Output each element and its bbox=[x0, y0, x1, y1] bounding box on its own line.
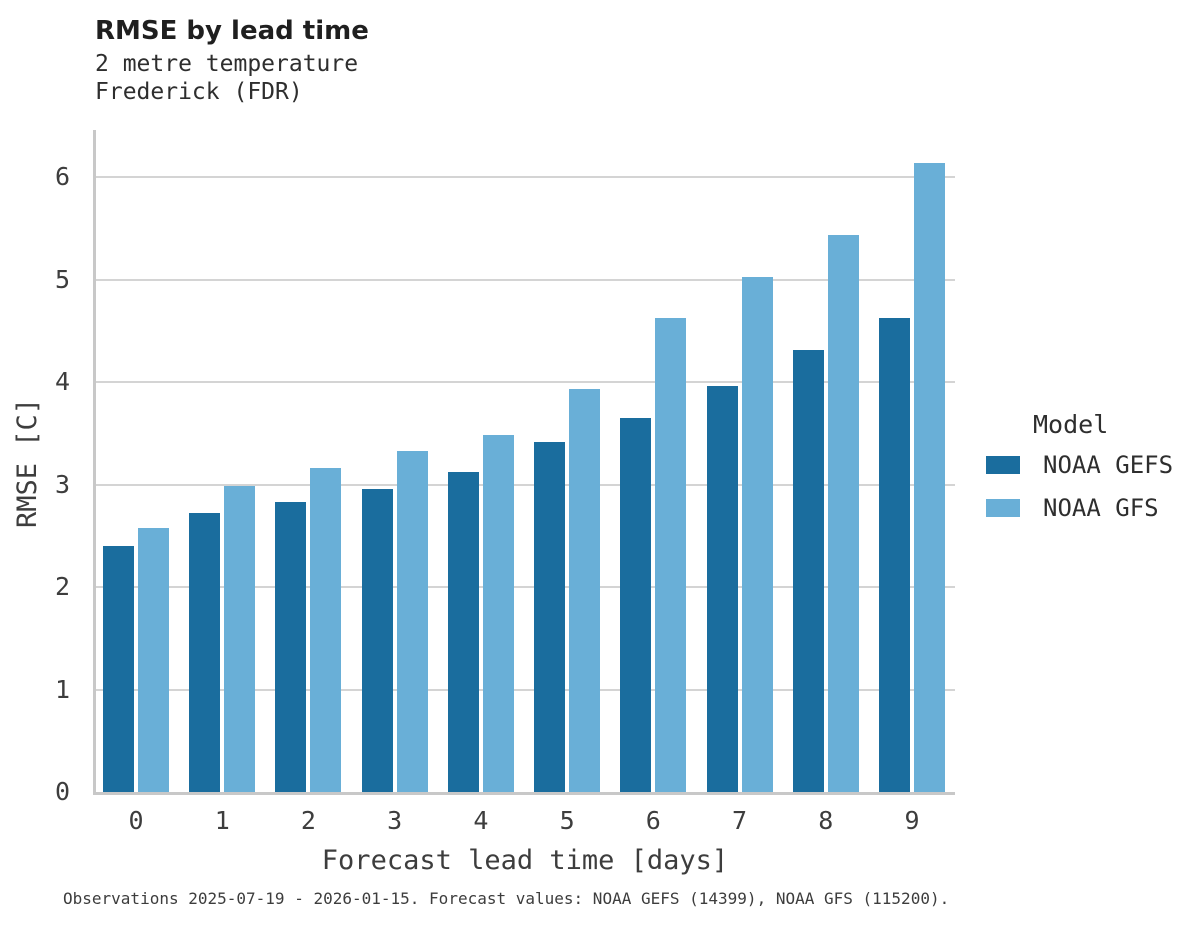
legend-label-noaa-gfs: NOAA GFS bbox=[1043, 494, 1159, 522]
bar-noaa-gefs bbox=[534, 442, 566, 792]
x-tick-label: 3 bbox=[387, 806, 403, 835]
y-gridline bbox=[95, 278, 955, 281]
chart-subtitle-variable: 2 metre temperature bbox=[95, 51, 359, 77]
y-tick-label: 3 bbox=[54, 469, 70, 499]
y-axis-line bbox=[93, 130, 96, 795]
y-gridline bbox=[95, 176, 955, 178]
x-tick-label: 2 bbox=[300, 806, 316, 835]
bar-noaa-gfs bbox=[482, 435, 514, 792]
y-tick-label: 0 bbox=[54, 777, 70, 806]
bar-noaa-gefs bbox=[620, 417, 652, 792]
x-tick-label: 9 bbox=[904, 806, 920, 835]
bar-noaa-gefs bbox=[706, 386, 738, 792]
bar-noaa-gfs bbox=[138, 527, 169, 792]
bar-noaa-gefs bbox=[878, 318, 910, 792]
bar-noaa-gfs bbox=[224, 485, 256, 792]
bar-noaa-gefs bbox=[447, 472, 479, 792]
legend-item-noaa-gefs: NOAA GEFS bbox=[986, 451, 1191, 479]
y-tick-label: 2 bbox=[54, 572, 70, 601]
bar-noaa-gefs bbox=[189, 513, 221, 792]
y-tick-label: 5 bbox=[54, 264, 70, 294]
x-tick-label: 6 bbox=[645, 806, 661, 835]
bar-noaa-gfs bbox=[310, 468, 342, 792]
legend-label-noaa-gefs: NOAA GEFS bbox=[1043, 451, 1174, 479]
bar-noaa-gfs bbox=[396, 450, 428, 792]
x-tick-label: 5 bbox=[559, 806, 575, 835]
legend-title: Model bbox=[1033, 410, 1109, 439]
legend-swatch-noaa-gefs bbox=[986, 456, 1020, 474]
footer-caption: Observations 2025-07-19 - 2026-01-15. Fo… bbox=[63, 889, 950, 908]
bar-noaa-gefs bbox=[792, 350, 824, 792]
x-axis-line bbox=[93, 792, 955, 795]
x-tick-label: 1 bbox=[214, 806, 230, 835]
bar-noaa-gefs bbox=[103, 546, 134, 792]
x-tick-label: 8 bbox=[818, 806, 834, 835]
y-gridline bbox=[95, 483, 955, 486]
y-tick-label: 6 bbox=[54, 162, 70, 191]
y-gridline bbox=[95, 688, 955, 691]
legend-item-noaa-gfs: NOAA GFS bbox=[986, 494, 1191, 522]
bar-noaa-gfs bbox=[569, 389, 601, 792]
bar-noaa-gfs bbox=[655, 318, 687, 792]
legend-swatch-noaa-gfs bbox=[986, 499, 1020, 517]
bar-noaa-gefs bbox=[275, 501, 307, 792]
chart-subtitle-station: Frederick (FDR) bbox=[95, 79, 303, 105]
x-axis-title: Forecast lead time [days] bbox=[321, 845, 729, 876]
y-tick-label: 1 bbox=[54, 674, 70, 704]
x-tick-label: 0 bbox=[128, 806, 144, 835]
y-tick-label: 4 bbox=[54, 367, 70, 396]
x-tick-label: 7 bbox=[732, 806, 748, 835]
bar-noaa-gefs bbox=[361, 488, 393, 792]
chart-title: RMSE by lead time bbox=[95, 16, 369, 46]
bar-noaa-gfs bbox=[827, 235, 859, 792]
bar-noaa-gfs bbox=[913, 162, 945, 792]
bar-noaa-gfs bbox=[741, 277, 773, 792]
legend: Model NOAA GEFS NOAA GFS bbox=[986, 410, 1191, 537]
y-gridline bbox=[95, 381, 955, 383]
y-gridline bbox=[95, 586, 955, 588]
x-tick-label: 4 bbox=[473, 806, 489, 835]
